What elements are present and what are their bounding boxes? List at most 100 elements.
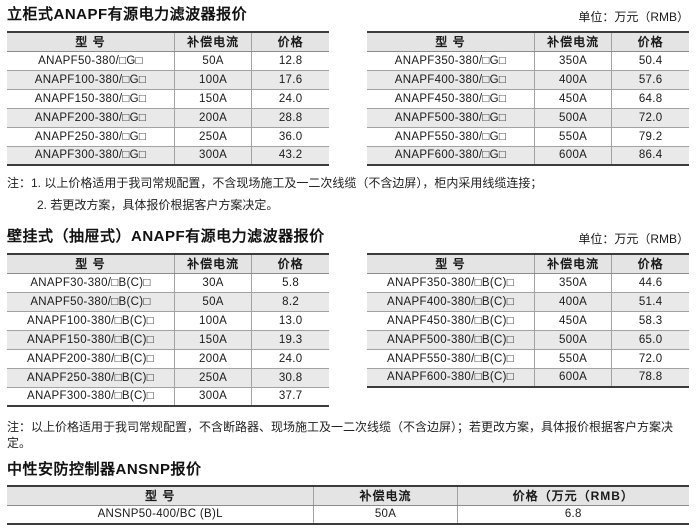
column-header-model: 型 号 [7,32,175,52]
current-cell: 250A [173,127,252,147]
price-cell: 6.8 [456,505,689,525]
price-cell: 50.4 [611,51,689,71]
table-row: ANAPF100-380/□G□ 100A 17.6 [7,70,329,90]
model-cell: ANAPF600-380/□G□ [367,146,535,166]
table-row: ANAPF200-380/□G□ 200A 28.8 [7,108,329,128]
column-header-price: 价格 [251,254,329,274]
wall-notes: 注：以上价格适用于我司常规配置，不含断路器、现场施工及一二次线缆（不含边屏）；若… [7,419,689,451]
model-cell: ANAPF350-380/□B(C)□ [367,273,535,293]
model-cell: ANAPF300-380/□G□ [7,146,175,166]
model-cell: ANAPF500-380/□G□ [367,108,535,128]
table-row: ANAPF50-380/□G□ 50A 12.8 [7,51,329,71]
table-row: ANAPF150-380/□G□ 150A 24.0 [7,89,329,109]
model-cell: ANAPF500-380/□B(C)□ [367,330,535,350]
current-cell: 500A [533,108,612,128]
model-cell: ANAPF100-380/□B(C)□ [7,311,175,331]
price-cell: 44.6 [611,273,689,293]
current-cell: 450A [533,89,612,109]
column-header-model: 型 号 [367,32,535,52]
model-cell: ANAPF400-380/□B(C)□ [367,292,535,312]
ansnp-price-table: 型 号 补偿电流 价格（万元（RMB） ANSNP50-400/BC (B)L … [7,485,689,525]
table-row: ANAPF450-380/□G□ 450A 64.8 [367,89,689,109]
note-line-1: 注：1. 以上价格适用于我司常规配置，不含现场施工及一二次线缆（不含边屏），柜内… [7,176,543,190]
price-cell: 28.8 [251,108,329,128]
model-cell: ANAPF550-380/□B(C)□ [367,349,535,369]
model-cell: ANAPF250-380/□G□ [7,127,175,147]
price-cell: 19.3 [251,330,329,350]
current-cell: 350A [533,273,612,293]
current-cell: 50A [173,292,252,312]
section-ansnp-head: 中性安防控制器ANSNP报价 [7,459,689,480]
table-row: ANAPF200-380/□B(C)□ 200A 24.0 [7,349,329,369]
section-cabinet-title: 立柜式ANAPF有源电力滤波器报价 [7,6,248,23]
column-header-model: 型 号 [7,486,314,506]
price-cell: 24.0 [251,349,329,369]
table-header-row: 型 号 补偿电流 价格（万元（RMB） [7,486,689,506]
table-row: ANAPF600-380/□B(C)□ 600A 78.8 [367,368,689,388]
price-cell: 72.0 [611,349,689,369]
table-row: ANAPF250-380/□G□ 250A 36.0 [7,127,329,147]
wall-price-table-right: 型 号 补偿电流 价格 ANAPF350-380/□B(C)□ 350A 44.… [367,253,689,388]
current-cell: 550A [533,127,612,147]
section-ansnp-title: 中性安防控制器ANSNP报价 [7,461,202,478]
table-header-row: 型 号 补偿电流 价格 [367,254,689,274]
table-body: ANSNP50-400/BC (B)L 50A 6.8 [7,505,689,525]
table-row: ANAPF400-380/□B(C)□ 400A 51.4 [367,292,689,312]
price-cell: 86.4 [611,146,689,166]
model-cell: ANAPF30-380/□B(C)□ [7,273,175,293]
section-wall-mounted: 壁挂式（抽屉式）ANAPF有源电力滤波器报价 单位：万元（RMB） 型 号 补偿… [7,226,689,451]
note-line: 注：以上价格适用于我司常规配置，不含断路器、现场施工及一二次线缆（不含边屏）；若… [7,420,674,450]
table-row: ANAPF450-380/□B(C)□ 450A 58.3 [367,311,689,331]
table-row: ANAPF50-380/□B(C)□ 50A 8.2 [7,292,329,312]
price-cell: 36.0 [251,127,329,147]
table-row: ANAPF550-380/□G□ 550A 79.2 [367,127,689,147]
column-header-current: 补偿电流 [173,254,252,274]
wall-tables-row: 型 号 补偿电流 价格 ANAPF30-380/□B(C)□ 30A 5.8 [7,253,689,407]
model-cell: ANAPF550-380/□G□ [367,127,535,147]
table-row: ANAPF350-380/□B(C)□ 350A 44.6 [367,273,689,293]
column-header-model: 型 号 [7,254,175,274]
table-row: ANAPF600-380/□G□ 600A 86.4 [367,146,689,166]
table-row: ANAPF300-380/□B(C)□ 300A 37.7 [7,387,329,407]
table-body: ANAPF50-380/□G□ 50A 12.8 ANAPF100-380/□G… [7,51,329,166]
table-row: ANAPF550-380/□B(C)□ 550A 72.0 [367,349,689,369]
model-cell: ANAPF450-380/□G□ [367,89,535,109]
table-row: ANAPF500-380/□G□ 500A 72.0 [367,108,689,128]
cabinet-price-table-left: 型 号 补偿电流 价格 ANAPF50-380/□G□ 50A 12.8 [7,31,329,166]
table-row: ANAPF100-380/□B(C)□ 100A 13.0 [7,311,329,331]
price-cell: 37.7 [251,387,329,407]
model-cell: ANAPF200-380/□B(C)□ [7,349,175,369]
model-cell: ANAPF200-380/□G□ [7,108,175,128]
current-cell: 600A [533,368,612,388]
table-row: ANAPF150-380/□B(C)□ 150A 19.3 [7,330,329,350]
column-header-price: 价格（万元（RMB） [456,486,689,506]
wall-price-table-left: 型 号 补偿电流 价格 ANAPF30-380/□B(C)□ 30A 5.8 [7,253,329,407]
table-row: ANAPF500-380/□B(C)□ 500A 65.0 [367,330,689,350]
column-header-current: 补偿电流 [173,32,252,52]
current-cell: 500A [533,330,612,350]
model-cell: ANAPF350-380/□G□ [367,51,535,71]
price-cell: 79.2 [611,127,689,147]
cabinet-notes: 注：1. 以上价格适用于我司常规配置，不含现场施工及一二次线缆（不含边屏），柜内… [7,175,689,213]
cabinet-price-table-right: 型 号 补偿电流 价格 ANAPF350-380/□G□ 350A 50.4 [367,31,689,166]
current-cell: 400A [533,70,612,90]
table-body: ANAPF30-380/□B(C)□ 30A 5.8 ANAPF50-380/□… [7,273,329,407]
ansnp-tables-row: 型 号 补偿电流 价格（万元（RMB） ANSNP50-400/BC (B)L … [7,485,689,525]
current-cell: 100A [173,70,252,90]
price-cell: 12.8 [251,51,329,71]
model-cell: ANSNP50-400/BC (B)L [7,505,314,525]
table-header-row: 型 号 补偿电流 价格 [367,32,689,52]
price-cell: 17.6 [251,70,329,90]
current-cell: 150A [173,330,252,350]
table-body: ANAPF350-380/□G□ 350A 50.4 ANAPF400-380/… [367,51,689,166]
model-cell: ANAPF100-380/□G□ [7,70,175,90]
current-cell: 200A [173,108,252,128]
current-cell: 250A [173,368,252,388]
column-header-current: 补偿电流 [313,486,458,506]
model-cell: ANAPF150-380/□B(C)□ [7,330,175,350]
column-header-current: 补偿电流 [533,32,612,52]
current-cell: 50A [313,505,458,525]
price-cell: 57.6 [611,70,689,90]
model-cell: ANAPF50-380/□B(C)□ [7,292,175,312]
